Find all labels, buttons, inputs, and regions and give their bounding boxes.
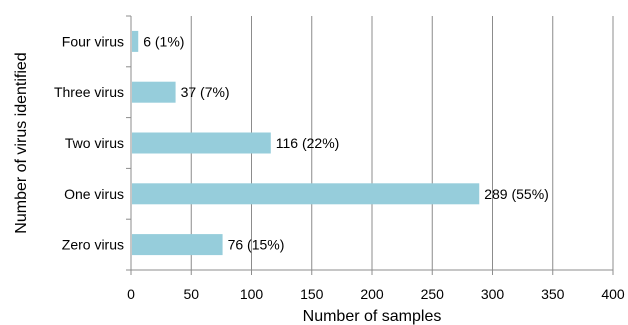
x-axis-title: Number of samples [303,308,442,325]
data-label: 37 (7%) [181,84,230,100]
x-tick-label: 250 [421,286,445,302]
category-label: Two virus [65,135,124,151]
data-label: 6 (1%) [143,33,184,49]
y-axis-title: Number of virus identified [13,52,30,233]
category-label: Four virus [62,33,124,49]
x-tick-label: 400 [601,286,625,302]
x-tick-label: 100 [240,286,264,302]
category-label: Zero virus [62,237,124,253]
data-label: 76 (15%) [228,237,285,253]
bar [132,183,480,205]
x-tick-label: 50 [183,286,199,302]
x-tick-label: 300 [481,286,505,302]
gridlines [190,16,614,270]
axes [126,15,614,275]
bar [132,132,271,154]
bar [132,234,223,256]
bar [132,30,139,52]
bar [132,81,176,103]
x-tick-label: 0 [127,286,135,302]
x-tick-label: 150 [300,286,324,302]
category-label: Three virus [54,84,124,100]
data-label: 289 (55%) [484,186,549,202]
bars [132,30,480,256]
x-tick-label: 350 [541,286,565,302]
x-tick-label: 200 [360,286,384,302]
category-label: One virus [64,186,124,202]
data-label: 116 (22%) [276,135,340,151]
labels: 0 50 100 150 200 250 300 350 400 Four virus 6 (1%)… [54,33,625,302]
